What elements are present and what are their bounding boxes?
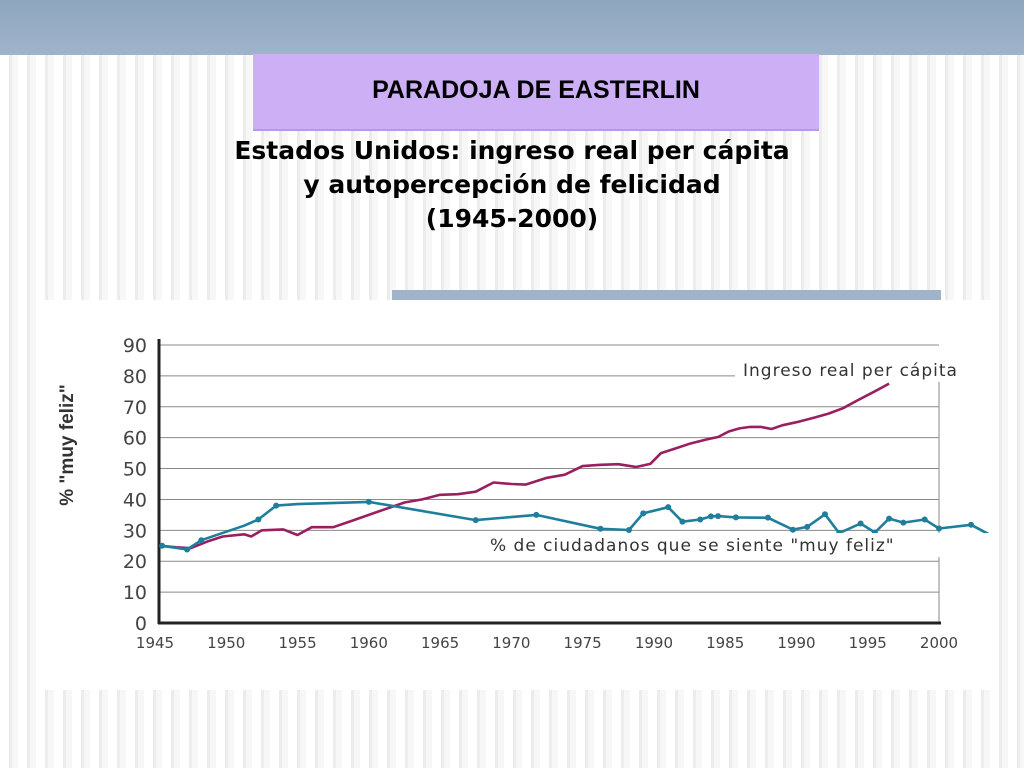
series-1-point-16 xyxy=(707,513,714,520)
series-1-point-21 xyxy=(804,523,811,530)
easterlin-line-chart: 0 10 20 30 40 50 60 70 80 90 1945 1950 1955 1960 1965 1… xyxy=(123,335,997,652)
series-1-point-9 xyxy=(533,511,540,518)
series-1-point-1 xyxy=(184,546,191,553)
series-label-1: % de ciudadanos que se siente "muy feliz… xyxy=(490,536,895,556)
series-1-point-27 xyxy=(900,519,907,526)
y-tick-label-80: 80 xyxy=(123,366,147,388)
y-tick-label-10: 10 xyxy=(123,582,147,604)
annotation-bg-0 xyxy=(735,357,985,382)
y-tick-label-60: 60 xyxy=(123,428,147,450)
x-tick-label-7: 1990 xyxy=(635,634,673,652)
y-tick-label-50: 50 xyxy=(123,459,147,481)
series-1-point-24 xyxy=(857,520,864,527)
y-axis-label-wrap: % "muy feliz" xyxy=(48,330,88,560)
x-tick-label-9: 1990 xyxy=(777,634,815,652)
y-tick-label-30: 30 xyxy=(123,520,147,542)
annotation-bg-1 xyxy=(481,533,997,558)
x-tick-label-0: 1945 xyxy=(136,634,174,652)
subtitle-line-1: Estados Unidos: ingreso real per cápita xyxy=(234,136,790,165)
chart-panel: 0 10 20 30 40 50 60 70 80 90 1945 1950 1955 1960 1965 1… xyxy=(38,300,997,690)
series-1-point-13 xyxy=(665,504,672,511)
y-tick-label-70: 70 xyxy=(123,397,147,419)
series-1-point-10 xyxy=(597,525,604,532)
y-tick-label-20: 20 xyxy=(123,551,147,573)
series-1-point-20 xyxy=(789,526,796,533)
subtitle-line-2: y autopercepción de felicidad xyxy=(303,170,721,199)
series-1-point-11 xyxy=(625,527,632,534)
series-line-0 xyxy=(160,382,890,550)
accent-bar xyxy=(392,290,941,300)
x-tick-label-10: 1995 xyxy=(849,634,887,652)
series-1-point-19 xyxy=(764,514,771,521)
slide-title: PARADOJA DE EASTERLIN xyxy=(372,76,700,104)
top-decorative-band xyxy=(0,0,1024,55)
slide-title-box: PARADOJA DE EASTERLIN xyxy=(253,54,819,131)
series-1-point-2 xyxy=(198,537,205,544)
series-1-point-17 xyxy=(715,513,722,520)
x-tick-label-1: 1950 xyxy=(207,634,245,652)
series-1-point-26 xyxy=(886,515,893,522)
series-1-point-5 xyxy=(273,502,280,509)
series-1-point-22 xyxy=(821,511,828,518)
y-tick-label-0: 0 xyxy=(135,613,147,635)
x-tick-label-5: 1970 xyxy=(492,634,530,652)
subtitle-line-3: (1945-2000) xyxy=(425,204,599,233)
x-tick-label-8: 1985 xyxy=(706,634,744,652)
series-1-point-15 xyxy=(697,516,704,523)
series-label-0: Ingreso real per cápita xyxy=(743,361,958,381)
y-tick-label-40: 40 xyxy=(123,489,147,511)
x-tick-label-4: 1965 xyxy=(421,634,459,652)
series-1-point-0 xyxy=(159,542,166,549)
chart-subtitle: Estados Unidos: ingreso real per cápita … xyxy=(150,134,874,236)
series-1-point-18 xyxy=(732,514,739,521)
y-axis-label: % "muy feliz" xyxy=(57,384,78,506)
x-tick-label-2: 1955 xyxy=(278,634,316,652)
series-1-point-12 xyxy=(640,510,647,517)
series-1-point-8 xyxy=(472,517,479,524)
x-tick-label-6: 1975 xyxy=(564,634,602,652)
series-1-point-28 xyxy=(921,516,928,523)
series-1-point-29 xyxy=(936,525,942,532)
series-1-point-7 xyxy=(365,498,372,505)
series-1-point-14 xyxy=(679,518,686,525)
y-tick-label-90: 90 xyxy=(123,335,147,357)
x-tick-label-3: 1960 xyxy=(350,634,388,652)
x-tick-label-11: 2000 xyxy=(920,634,958,652)
series-1-point-30 xyxy=(968,521,975,528)
series-1-point-4 xyxy=(255,516,262,523)
